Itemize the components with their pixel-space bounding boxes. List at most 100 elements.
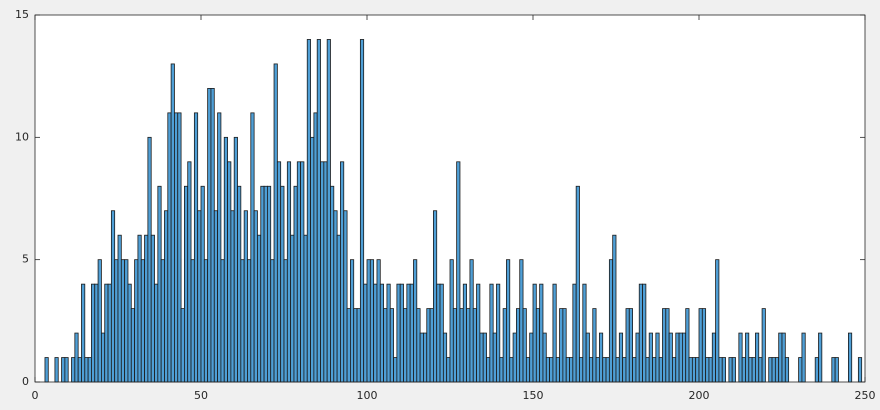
bar [193, 112, 199, 383]
bar [834, 357, 839, 383]
bar [831, 357, 836, 383]
bar [174, 112, 179, 383]
bar [137, 234, 142, 383]
bar [635, 332, 640, 383]
bar [326, 39, 331, 383]
bar [569, 357, 574, 383]
bar [452, 308, 458, 383]
bar [662, 308, 667, 383]
bar [711, 332, 717, 383]
bar [745, 332, 750, 383]
bar [768, 357, 773, 383]
bar [482, 332, 487, 383]
bar [774, 357, 780, 383]
bar [738, 332, 743, 383]
bar [84, 357, 89, 383]
bar [336, 234, 341, 383]
bar [857, 357, 863, 383]
bar [124, 259, 129, 383]
bar [223, 136, 228, 383]
bar [426, 308, 431, 383]
bar [217, 112, 222, 383]
bar [731, 357, 736, 383]
bar [469, 259, 474, 383]
bar [492, 332, 497, 383]
y-tick-label: 10 [15, 130, 29, 143]
bar [535, 308, 541, 383]
bar [340, 161, 345, 383]
bar [286, 161, 292, 383]
bar [622, 357, 627, 383]
bar [316, 39, 321, 383]
bar [310, 136, 315, 383]
bar [247, 259, 252, 383]
bar [462, 283, 467, 383]
bar [379, 283, 384, 383]
bar [409, 283, 414, 383]
bar [110, 210, 116, 383]
bar [486, 357, 491, 383]
bar [94, 283, 99, 383]
bar [648, 332, 653, 383]
bar [253, 210, 258, 383]
bar [164, 210, 169, 383]
bar [562, 308, 567, 383]
bar [323, 161, 328, 383]
bar [330, 185, 335, 383]
bar [549, 357, 554, 383]
x-tick-label: 200 [689, 389, 710, 402]
bar [54, 357, 59, 383]
y-tick-label: 5 [22, 253, 29, 266]
bar [678, 332, 683, 383]
bar [625, 308, 630, 383]
bar [44, 357, 49, 383]
bar [296, 161, 301, 383]
bar [552, 283, 557, 383]
bar [81, 283, 86, 383]
bar [555, 357, 560, 383]
bar [599, 332, 604, 383]
bar [595, 357, 600, 383]
bar [718, 357, 723, 383]
bar [602, 357, 607, 383]
bar [456, 161, 461, 383]
bar [187, 161, 192, 383]
bar [270, 259, 275, 383]
bar [107, 283, 112, 383]
bar [97, 259, 102, 383]
bar [237, 185, 242, 383]
bar [638, 283, 643, 383]
bar [243, 210, 248, 383]
bar [761, 308, 766, 383]
bar [200, 185, 205, 383]
bar [257, 234, 262, 383]
x-tick-label: 250 [855, 389, 876, 402]
bar [183, 185, 189, 383]
bar [442, 332, 448, 383]
bar [74, 332, 79, 383]
bar [778, 332, 783, 383]
bar [658, 357, 663, 383]
bar [266, 185, 272, 383]
bar [751, 357, 756, 383]
bar [632, 357, 637, 383]
bar [210, 88, 215, 383]
bar [585, 332, 590, 383]
bar [207, 88, 212, 383]
bar [366, 259, 371, 383]
bar [798, 357, 803, 383]
bar [213, 210, 218, 383]
bar [519, 259, 524, 383]
bar [682, 332, 687, 383]
bar [150, 234, 155, 383]
bar [582, 283, 587, 383]
bar [496, 283, 501, 383]
bar [522, 308, 527, 383]
bar [276, 161, 282, 383]
bar [77, 357, 82, 383]
bar [668, 332, 673, 383]
bar [306, 39, 311, 383]
bar [127, 283, 132, 383]
bar [293, 185, 298, 383]
bar [525, 357, 531, 383]
